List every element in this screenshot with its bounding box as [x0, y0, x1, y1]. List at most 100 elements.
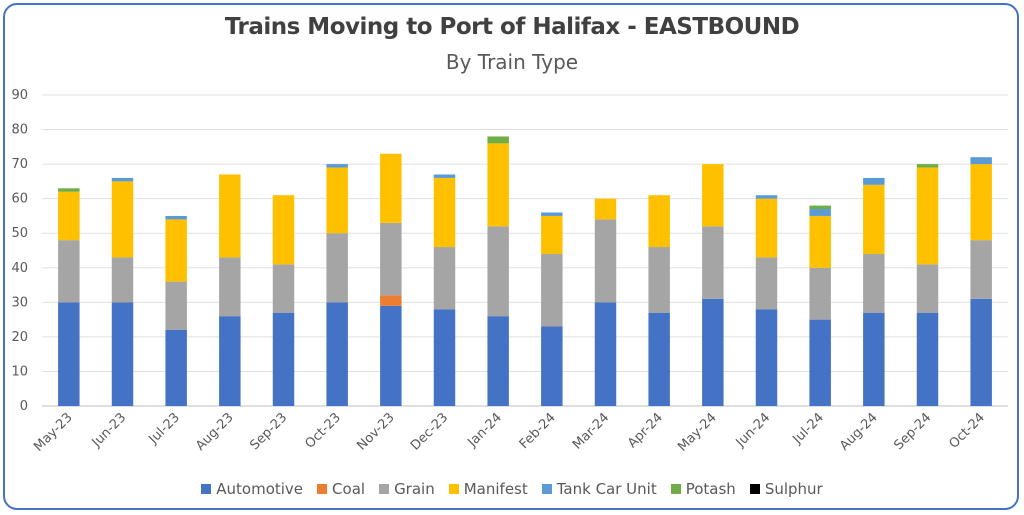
- y-tick-label: 50: [11, 226, 28, 241]
- bar-segment-tank-car-unit: [863, 177, 885, 185]
- legend-item-potash: Potash: [670, 480, 736, 498]
- bar-segment-manifest: [916, 167, 939, 265]
- legend-swatch: [749, 484, 760, 494]
- bar-segment-manifest: [272, 195, 295, 265]
- chart-legend: Automotive Coal Grain Manifest Tank Car Unit…: [0, 479, 1024, 499]
- legend-label: Potash: [685, 480, 736, 498]
- bar-segment-manifest: [541, 215, 563, 254]
- bar-segment-grain: [809, 267, 831, 320]
- legend-label: Automotive: [216, 480, 304, 498]
- chart-title: Trains Moving to Port of Halifax - EASTB…: [224, 14, 800, 40]
- legend-label: Sulphur: [764, 480, 823, 498]
- bar-segment-tank-car-unit: [326, 164, 348, 168]
- bar-segment-grain: [863, 253, 885, 313]
- bar-segment-tank-car-unit: [809, 209, 831, 216]
- bar-segment-manifest: [326, 167, 348, 234]
- bar-segment-automotive: [487, 316, 509, 406]
- bar-segment-manifest: [594, 198, 617, 220]
- bar-segment-automotive: [916, 312, 939, 406]
- bar-segment-grain: [594, 219, 617, 303]
- bar-segment-automotive: [594, 302, 617, 406]
- x-tick-label: Jan-24: [464, 410, 505, 451]
- legend-item-grain: Grain: [379, 480, 435, 498]
- bar-segment-automotive: [326, 302, 348, 406]
- legend-item-manifest: Manifest: [448, 480, 528, 498]
- x-tick-label: Feb-24: [517, 410, 559, 452]
- legend-swatch: [541, 484, 552, 494]
- y-tick-label: 60: [11, 192, 28, 207]
- bar-segment-potash: [809, 205, 831, 210]
- bar-segment-grain: [648, 247, 670, 313]
- y-tick-label: 0: [20, 399, 28, 414]
- x-tick-label: Oct-24: [946, 410, 988, 452]
- x-tick-label: Sep-23: [247, 410, 290, 453]
- bar-segment-manifest: [648, 195, 670, 248]
- y-tick-label: 30: [11, 295, 28, 310]
- bar-segment-grain: [541, 253, 563, 327]
- bar-segment-grain: [702, 226, 724, 299]
- bar-segment-tank-car-unit: [755, 195, 778, 199]
- y-tick-label: 20: [11, 330, 28, 345]
- legend-label: Tank Car Unit: [556, 480, 657, 498]
- bar-segment-manifest: [58, 191, 80, 241]
- x-tick-label: Aug-23: [193, 410, 237, 454]
- bar-segment-tank-car-unit: [541, 212, 563, 216]
- bar-segment-grain: [58, 240, 80, 303]
- bar-segment-automotive: [863, 312, 885, 406]
- legend-swatch: [379, 484, 390, 494]
- bar-segment-automotive: [58, 302, 80, 406]
- bar-segment-potash: [58, 188, 80, 192]
- legend-item-coal: Coal: [317, 480, 365, 498]
- bar-segment-manifest: [970, 164, 992, 241]
- y-tick-label: 70: [11, 157, 28, 172]
- x-tick-label: Jul-24: [790, 410, 827, 447]
- legend-item-tank-car-unit: Tank Car Unit: [541, 480, 657, 498]
- bar-segment-automotive: [165, 329, 187, 406]
- bar-segment-manifest: [755, 198, 778, 258]
- legend-label: Manifest: [463, 480, 528, 498]
- bar-segment-grain: [219, 257, 241, 317]
- x-tick-label: Dec-23: [408, 410, 451, 453]
- x-tick-label: Jul-23: [146, 410, 183, 447]
- bar-segment-automotive: [702, 298, 724, 406]
- bar-segment-grain: [326, 233, 348, 303]
- bar-segment-tank-car-unit: [165, 215, 187, 220]
- bar-segment-automotive: [219, 316, 241, 406]
- legend-swatch: [317, 484, 328, 494]
- bar-segment-tank-car-unit: [111, 177, 134, 182]
- bar-segment-manifest: [165, 219, 187, 282]
- legend-swatch: [448, 484, 459, 494]
- bar-segment-manifest: [809, 215, 831, 268]
- x-tick-label: Apr-24: [625, 410, 666, 451]
- x-tick-label: May-23: [31, 410, 75, 454]
- bar-segment-manifest: [380, 153, 402, 223]
- x-tick-label: May-24: [675, 410, 719, 454]
- legend-item-automotive: Automotive: [201, 480, 303, 498]
- bar-segment-tank-car-unit: [970, 157, 992, 165]
- bar-segment-grain: [380, 222, 402, 296]
- bar-segment-grain: [916, 264, 939, 313]
- bar-segment-automotive: [809, 319, 831, 406]
- bar-segment-automotive: [433, 309, 456, 406]
- bar-segment-automotive: [755, 309, 778, 406]
- bar-segment-grain: [433, 247, 456, 310]
- y-tick-label: 90: [11, 88, 28, 103]
- bar-segment-automotive: [541, 326, 563, 406]
- bar-segment-grain: [272, 264, 295, 313]
- bar-segment-tank-car-unit: [433, 174, 456, 178]
- bar-segment-automotive: [970, 298, 992, 406]
- bar-segment-potash: [916, 164, 939, 168]
- bar-segment-automotive: [648, 312, 670, 406]
- legend-label: Grain: [394, 480, 435, 498]
- bar-segment-manifest: [487, 143, 509, 227]
- bar-segment-manifest: [219, 174, 241, 258]
- bar-segment-grain: [111, 257, 134, 303]
- legend-item-sulphur: Sulphur: [749, 480, 823, 498]
- legend-swatch: [670, 484, 681, 494]
- bar-segment-potash: [487, 136, 509, 144]
- bar-segment-grain: [970, 240, 992, 299]
- bar-segment-grain: [165, 281, 187, 330]
- bar-segment-grain: [487, 226, 509, 317]
- bar-segment-coal: [380, 295, 402, 306]
